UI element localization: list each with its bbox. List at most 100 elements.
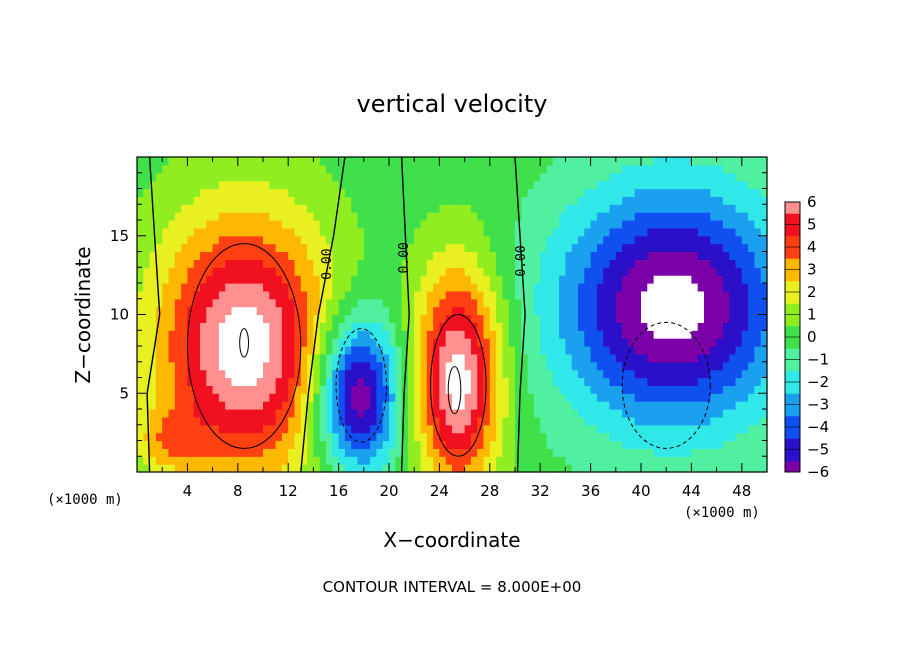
heatmap-cell (647, 432, 655, 442)
heatmap-cell (483, 416, 491, 426)
heatmap-cell (704, 164, 711, 174)
heatmap-cell (426, 440, 434, 449)
heatmap-cell (357, 204, 365, 213)
heatmap-cell (137, 196, 144, 205)
heatmap-cell (628, 212, 636, 221)
heatmap-cell (716, 290, 724, 300)
heatmap-cell (552, 204, 560, 213)
heatmap-cell (609, 251, 617, 260)
heatmap-cell (477, 330, 485, 339)
heatmap-cell (647, 346, 655, 355)
heatmap-cell (237, 157, 245, 166)
heatmap-cell (527, 424, 535, 434)
heatmap-cell (319, 196, 327, 205)
heatmap-cell (590, 346, 598, 355)
heatmap-cell (218, 448, 226, 457)
heatmap-cell (754, 456, 762, 465)
heatmap-cell (344, 353, 352, 363)
heatmap-cell (502, 377, 510, 386)
heatmap-cell (678, 283, 686, 292)
heatmap-cell (307, 440, 314, 449)
heatmap-cell (477, 204, 485, 213)
heatmap-cell (363, 377, 371, 386)
heatmap-cell (685, 259, 692, 268)
heatmap-cell (244, 220, 251, 229)
heatmap-cell (452, 369, 459, 379)
heatmap-cell (735, 409, 743, 418)
heatmap-cell (452, 180, 459, 190)
heatmap-cell (641, 251, 648, 260)
heatmap-cell (250, 338, 258, 347)
heatmap-cell (710, 220, 718, 229)
heatmap-cell (590, 188, 598, 197)
heatmap-cell (458, 298, 466, 308)
heatmap-cell (521, 283, 529, 292)
heatmap-cell (571, 330, 579, 339)
heatmap-cell (615, 385, 623, 394)
heatmap-cell (351, 401, 359, 410)
heatmap-cell (426, 157, 434, 166)
heatmap-cell (137, 432, 144, 442)
heatmap-cell (143, 464, 151, 473)
heatmap-cell (540, 164, 548, 174)
heatmap-cell (697, 283, 705, 292)
heatmap-cell (439, 157, 447, 166)
heatmap-cell (225, 448, 233, 457)
heatmap-cell (149, 432, 157, 442)
heatmap-cell (515, 298, 522, 308)
heatmap-cell (691, 290, 699, 300)
heatmap-cell (256, 385, 264, 394)
heatmap-cell (741, 306, 749, 316)
heatmap-cell (546, 196, 554, 205)
heatmap-cell (540, 251, 548, 260)
heatmap-cell (212, 212, 220, 221)
heatmap-cell (452, 306, 459, 316)
heatmap-cell (666, 440, 674, 449)
heatmap-cell (162, 393, 170, 402)
heatmap-cell (244, 464, 251, 473)
heatmap-cell (710, 322, 718, 331)
heatmap-cell (332, 298, 340, 308)
heatmap-cell (508, 283, 516, 292)
heatmap-cell (206, 401, 214, 410)
heatmap-cell (527, 385, 535, 394)
heatmap-cell (433, 393, 440, 402)
heatmap-cell (508, 346, 516, 355)
heatmap-cell (395, 275, 403, 284)
heatmap-cell (458, 283, 466, 292)
heatmap-cell (502, 227, 510, 237)
heatmap-cell (452, 330, 459, 339)
heatmap-cell (218, 204, 226, 213)
heatmap-cell (376, 369, 384, 379)
heatmap-cell (275, 172, 283, 182)
heatmap-cell (458, 314, 466, 323)
heatmap-cell (313, 212, 321, 221)
heatmap-cell (540, 377, 548, 386)
heatmap-cells (137, 157, 768, 473)
heatmap-cell (622, 322, 629, 331)
heatmap-cell (515, 306, 522, 316)
heatmap-cell (168, 409, 176, 418)
heatmap-cell (155, 227, 163, 237)
heatmap-cell (162, 416, 170, 426)
heatmap-cell (281, 393, 289, 402)
heatmap-cell (275, 235, 283, 245)
heatmap-cell (250, 409, 258, 418)
heatmap-cell (319, 361, 327, 371)
heatmap-cell (722, 440, 730, 449)
heatmap-cell (162, 220, 170, 229)
heatmap-cell (596, 306, 604, 316)
heatmap-cell (231, 220, 239, 229)
heatmap-cell (281, 448, 289, 457)
heatmap-cell (401, 440, 409, 449)
heatmap-cell (231, 377, 239, 386)
heatmap-cell (452, 448, 459, 457)
heatmap-cell (760, 424, 768, 434)
heatmap-cell (433, 314, 440, 323)
heatmap-cell (716, 243, 724, 253)
heatmap-cell (420, 464, 428, 473)
heatmap-cell (458, 243, 466, 253)
heatmap-cell (143, 275, 151, 284)
heatmap-cell (590, 235, 598, 245)
